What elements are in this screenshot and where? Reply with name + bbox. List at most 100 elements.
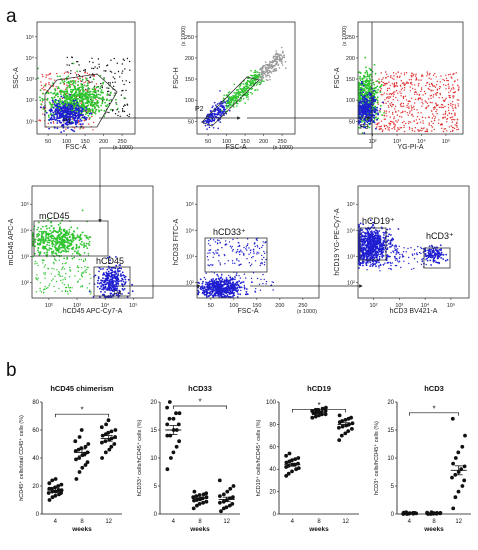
event-dot bbox=[374, 87, 377, 89]
event-dot bbox=[369, 104, 371, 107]
event-dot bbox=[77, 114, 80, 117]
event-dot bbox=[373, 107, 375, 109]
event-dot bbox=[207, 295, 210, 298]
event-dot bbox=[73, 130, 76, 133]
event-dot bbox=[237, 90, 240, 93]
event-dot bbox=[63, 80, 66, 83]
event-dot bbox=[83, 246, 85, 249]
event-dot bbox=[79, 233, 82, 236]
event-dot bbox=[275, 52, 278, 54]
event-dot bbox=[122, 280, 125, 283]
event-dot bbox=[106, 111, 108, 114]
event-dot bbox=[67, 293, 69, 295]
event-dot bbox=[451, 116, 454, 118]
event-dot bbox=[74, 119, 76, 122]
event-dot bbox=[269, 60, 271, 63]
y-tick-label: 150 bbox=[185, 77, 194, 83]
event-dot bbox=[71, 257, 74, 260]
event-dot bbox=[377, 103, 379, 105]
event-dot bbox=[258, 81, 261, 83]
event-dot bbox=[246, 258, 248, 260]
event-dot bbox=[402, 95, 405, 98]
event-dot bbox=[256, 83, 259, 85]
event-dot bbox=[227, 105, 230, 108]
event-dot bbox=[245, 86, 247, 88]
event-dot bbox=[403, 124, 405, 127]
event-dot bbox=[76, 61, 78, 63]
event-dot bbox=[432, 122, 434, 125]
event-dot bbox=[103, 98, 105, 101]
event-dot bbox=[360, 80, 363, 83]
gate-label: P4 bbox=[114, 291, 122, 297]
event-dot bbox=[429, 85, 431, 88]
flow-events bbox=[197, 237, 275, 298]
event-dot bbox=[227, 260, 229, 262]
event-dot bbox=[413, 120, 415, 122]
event-dot bbox=[439, 85, 441, 88]
event-dot bbox=[400, 89, 403, 91]
event-dot bbox=[44, 238, 47, 241]
event-dot bbox=[372, 98, 375, 101]
event-dot bbox=[57, 235, 59, 237]
event-dot bbox=[48, 83, 50, 86]
event-dot bbox=[264, 61, 267, 63]
event-dot bbox=[107, 288, 110, 291]
event-dot bbox=[81, 209, 84, 212]
event-dot bbox=[417, 112, 419, 114]
event-dot bbox=[69, 287, 71, 289]
event-dot bbox=[376, 109, 379, 112]
event-dot bbox=[53, 227, 55, 229]
event-dot bbox=[458, 99, 460, 101]
y-tick-label: 10⁵ bbox=[21, 201, 29, 208]
event-dot bbox=[441, 97, 443, 99]
event-dot bbox=[84, 259, 87, 261]
event-dot bbox=[391, 83, 393, 85]
event-dot bbox=[50, 251, 53, 253]
event-dot bbox=[102, 277, 104, 280]
event-dot bbox=[54, 240, 56, 243]
event-dot bbox=[48, 101, 51, 104]
event-dot bbox=[425, 130, 427, 132]
event-dot bbox=[444, 128, 447, 130]
event-dot bbox=[257, 75, 259, 78]
event-dot bbox=[373, 83, 376, 86]
event-dot bbox=[387, 100, 389, 103]
event-dot bbox=[71, 118, 74, 120]
event-dot bbox=[445, 84, 447, 87]
event-dot bbox=[276, 58, 278, 61]
event-dot bbox=[413, 73, 415, 76]
event-dot bbox=[265, 70, 268, 72]
event-dot bbox=[205, 281, 208, 284]
event-dot bbox=[93, 103, 95, 106]
event-dot bbox=[88, 123, 90, 125]
event-dot bbox=[88, 61, 91, 63]
event-dot bbox=[379, 91, 382, 93]
event-dot bbox=[112, 286, 114, 289]
event-dot bbox=[380, 120, 383, 122]
event-dot bbox=[61, 97, 64, 100]
event-dot bbox=[213, 239, 215, 241]
event-dot bbox=[413, 108, 415, 111]
event-dot bbox=[378, 125, 380, 128]
event-dot bbox=[94, 112, 97, 115]
event-dot bbox=[222, 293, 224, 295]
event-dot bbox=[93, 75, 96, 77]
event-dot bbox=[69, 94, 71, 96]
event-dot bbox=[442, 130, 445, 133]
event-dot bbox=[411, 73, 413, 75]
event-dot bbox=[369, 94, 372, 97]
y-tick-label: 200 bbox=[346, 56, 355, 62]
event-dot bbox=[453, 80, 456, 83]
event-dot bbox=[40, 291, 43, 293]
event-dot bbox=[103, 281, 105, 284]
event-dot bbox=[94, 274, 97, 277]
event-dot bbox=[239, 293, 242, 296]
event-dot bbox=[39, 119, 41, 121]
event-dot bbox=[432, 94, 435, 96]
event-dot bbox=[61, 268, 63, 271]
event-dot bbox=[380, 72, 382, 74]
event-dot bbox=[361, 115, 364, 118]
event-dot bbox=[446, 114, 449, 117]
event-dot bbox=[63, 268, 65, 270]
event-dot bbox=[37, 246, 40, 249]
